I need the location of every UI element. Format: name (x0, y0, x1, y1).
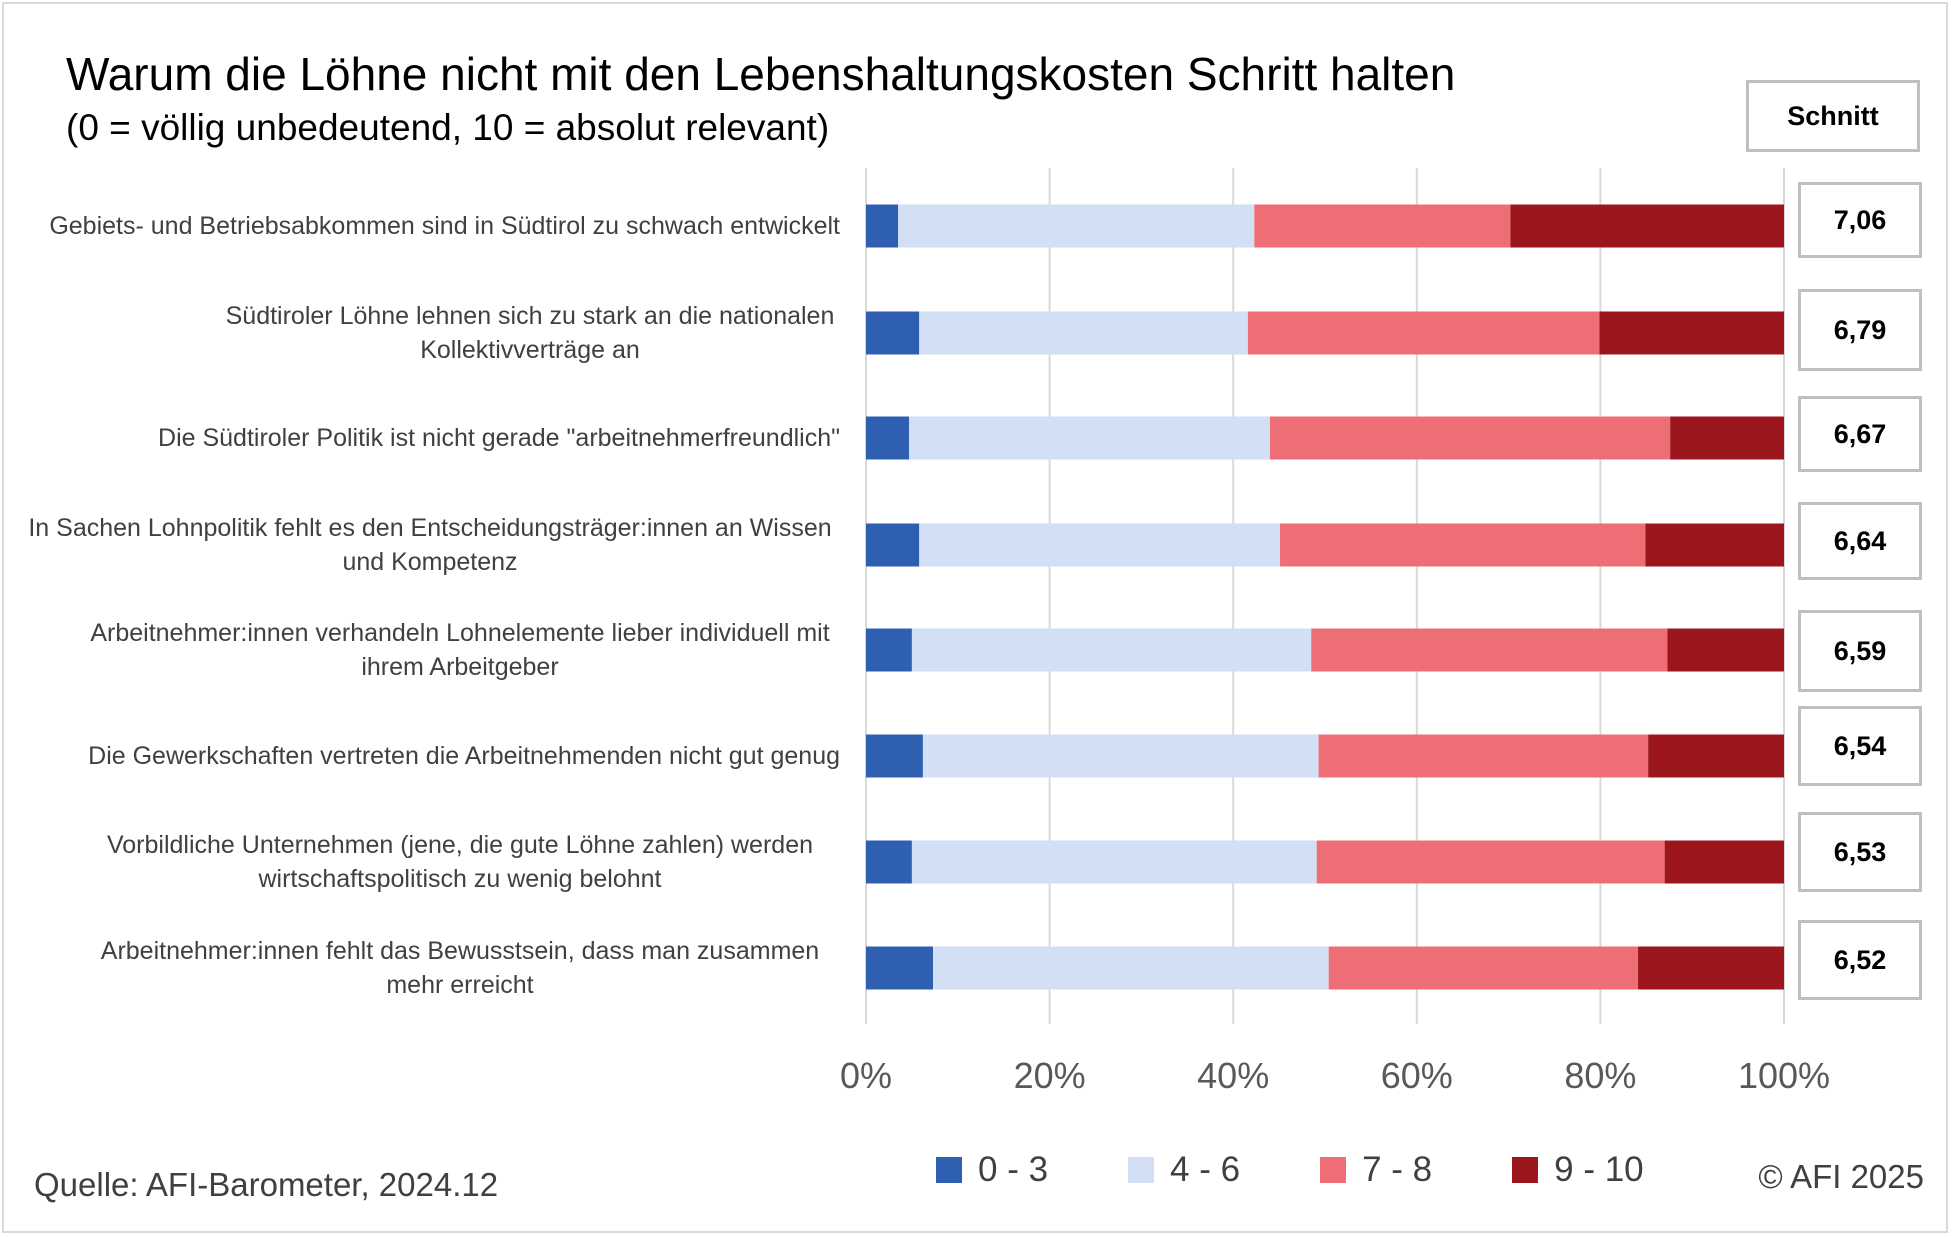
legend-swatch (1512, 1157, 1539, 1183)
bar-segment-3 (1311, 628, 1668, 672)
legend-swatch (1320, 1157, 1347, 1183)
legend-item: 7 - 8 (1320, 1150, 1432, 1190)
average-value: 6,79 (1798, 289, 1922, 371)
bar-segment-1 (866, 840, 912, 884)
average-value: 6,53 (1798, 812, 1922, 892)
average-column-header: Schnitt (1746, 80, 1920, 152)
legend-label: 7 - 8 (1362, 1150, 1433, 1189)
category-label: In Sachen Lohnpolitik fehlt es den Entsc… (28, 514, 832, 576)
legend-swatch (936, 1157, 962, 1183)
category-label: Vorbildliche Unternehmen (jene, die gute… (106, 831, 814, 893)
bar-segment-1 (866, 416, 910, 460)
bar-segment-4 (1599, 311, 1784, 355)
category-label: Die Südtiroler Politik ist nicht gerade … (158, 424, 840, 452)
bar-segment-4 (1638, 946, 1784, 990)
bar-segment-4 (1645, 523, 1784, 567)
bar-segment-3 (1254, 204, 1511, 248)
bar-segment-1 (866, 311, 920, 355)
bar-segment-4 (1510, 204, 1784, 248)
legend-item: 4 - 6 (1128, 1150, 1240, 1190)
bar-segment-2 (933, 946, 1329, 990)
legend-label: 4 - 6 (1170, 1150, 1241, 1189)
average-value: 6,52 (1798, 920, 1922, 1000)
bar-segment-1 (866, 734, 923, 778)
average-value: 6,67 (1798, 396, 1922, 472)
average-value: 6,54 (1798, 706, 1922, 786)
bar-segment-4 (1664, 840, 1784, 884)
bar-segment-4 (1648, 734, 1784, 778)
average-value: 7,06 (1798, 182, 1922, 258)
legend-item: 9 - 10 (1512, 1150, 1644, 1190)
legend-item: 0 - 3 (936, 1150, 1048, 1190)
bar-segment-2 (898, 204, 1255, 248)
source-note: Quelle: AFI-Barometer, 2024.12 (34, 1166, 499, 1203)
chart-subtitle: (0 = völlig unbedeutend, 10 = absolut re… (66, 107, 830, 148)
legend: 0 - 3 4 - 6 7 - 8 9 - 10 (936, 1150, 1724, 1190)
bar-segment-4 (1670, 416, 1784, 460)
x-tick-label: 0% (840, 1055, 892, 1096)
bar-segment-2 (922, 734, 1319, 778)
x-tick-label: 60% (1381, 1055, 1453, 1096)
category-label: Arbeitnehmer:innen verhandeln Lohnelemen… (90, 619, 830, 681)
x-tick-label: 40% (1197, 1055, 1269, 1096)
bar-segment-3 (1269, 416, 1671, 460)
bar-segment-4 (1667, 628, 1784, 672)
bar-segment-1 (866, 204, 899, 248)
category-label: Die Gewerkschaften vertreten die Arbeitn… (88, 742, 840, 770)
x-tick-label: 100% (1738, 1055, 1830, 1096)
category-label: Gebiets- und Betriebsabkommen sind in Sü… (49, 212, 840, 240)
bar-segment-2 (909, 416, 1270, 460)
legend-swatch (1128, 1157, 1155, 1183)
bar-segment-3 (1318, 734, 1649, 778)
bar-segment-2 (911, 628, 1312, 672)
bar-segment-3 (1328, 946, 1639, 990)
copyright-note: © AFI 2025 (1758, 1158, 1924, 1195)
bar-segment-2 (911, 840, 1317, 884)
bar-segment-3 (1247, 311, 1600, 355)
x-tick-label: 20% (1014, 1055, 1086, 1096)
bar-segment-3 (1280, 523, 1646, 567)
bar-segment-2 (919, 523, 1281, 567)
category-label: Arbeitnehmer:innen fehlt das Bewusstsein… (100, 937, 820, 999)
legend-label: 0 - 3 (978, 1150, 1049, 1189)
bar-segment-1 (866, 628, 912, 672)
bar-segment-2 (919, 311, 1248, 355)
bar-segment-3 (1316, 840, 1665, 884)
legend-label: 9 - 10 (1554, 1150, 1644, 1189)
bar-segment-1 (866, 523, 920, 567)
bar-segment-1 (866, 946, 934, 990)
category-label: Südtiroler Löhne lehnen sich zu stark an… (225, 302, 835, 364)
chart-title: Warum die Löhne nicht mit den Lebenshalt… (66, 48, 1456, 100)
average-value: 6,64 (1798, 502, 1922, 580)
x-tick-label: 80% (1564, 1055, 1636, 1096)
average-value: 6,59 (1798, 610, 1922, 692)
